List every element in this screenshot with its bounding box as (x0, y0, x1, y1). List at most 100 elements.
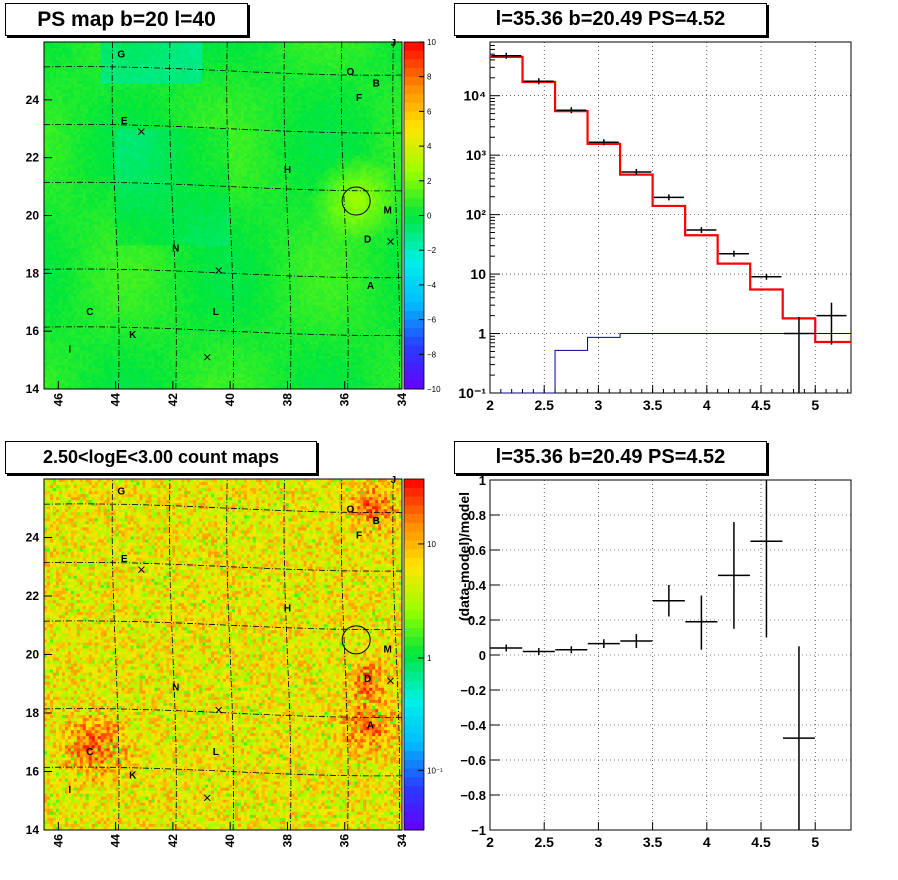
x-tick-label: 3 (595, 397, 603, 413)
y-tick-label: −0.6 (460, 753, 486, 768)
y-tick-label: 22 (26, 151, 40, 165)
x-tick-label: 46 (51, 834, 65, 848)
x-tick-label: 40 (223, 393, 237, 407)
y-tick-label: 1 (478, 326, 486, 342)
source-label: D (364, 235, 371, 246)
y-tick-label: 22 (26, 589, 40, 603)
residual-ylabel: (data-model)/model (456, 492, 472, 621)
colorbar-tick-label: 0 (427, 212, 432, 221)
y-tick-label: 10² (466, 207, 487, 223)
x-tick-label: 2 (486, 834, 494, 850)
ps-map-pixels (44, 42, 402, 389)
source-label: G (117, 487, 125, 498)
colorbar-tick-label: −2 (427, 246, 437, 255)
x-tick-label: 42 (166, 393, 180, 407)
x-tick-label: 40 (223, 834, 237, 848)
y-tick-label: 20 (26, 648, 40, 662)
colorbar-tick-label: 10 (427, 540, 436, 549)
colorbar-tick-label: 8 (427, 73, 432, 82)
source-label: H (284, 604, 291, 615)
y-tick-label: 18 (26, 266, 40, 280)
spectrum-title: l=35.36 b=20.49 PS=4.52 (454, 3, 767, 36)
y-tick-label: 10⁻¹ (458, 385, 486, 401)
y-tick-label: −0.8 (460, 788, 486, 803)
count-map-title: 2.50<logE<3.00 count maps (5, 441, 317, 474)
source-label: O (347, 67, 355, 78)
source-label: F (356, 531, 362, 542)
y-tick-label: 16 (26, 765, 40, 779)
colorbar-tick-label: −4 (427, 281, 437, 290)
source-label: I (68, 785, 71, 796)
colorbar-tick-label: 2 (427, 177, 432, 186)
x-tick-label: 38 (280, 834, 294, 848)
x-tick-label: 36 (338, 393, 352, 407)
x-tick-label: 44 (109, 393, 123, 407)
source-label: E (121, 116, 128, 127)
y-tick-label: −0.2 (460, 683, 486, 698)
colorbar-tick-label: −8 (427, 350, 437, 359)
x-tick-label: 4.5 (751, 834, 771, 850)
x-tick-label: 36 (338, 834, 352, 848)
source-label: A (367, 281, 374, 292)
source-label: D (364, 674, 371, 685)
source-label: B (373, 78, 380, 89)
source-label: M (384, 645, 392, 656)
count-map-pixels (44, 479, 402, 830)
x-tick-label: 2.5 (534, 397, 554, 413)
x-tick-label: 46 (51, 393, 65, 407)
y-tick-label: −1 (471, 823, 486, 838)
ps-map-title: PS map b=20 l=40 (5, 3, 248, 36)
model-series-0 (490, 57, 851, 342)
colorbar-tick-label: 4 (427, 142, 432, 151)
y-tick-label: 24 (26, 93, 40, 107)
colorbar (404, 479, 424, 831)
x-tick-label: 5 (811, 834, 819, 850)
source-label: G (117, 50, 125, 61)
x-tick-label: 34 (395, 834, 409, 848)
source-label: J (391, 475, 397, 486)
x-tick-label: 4.5 (751, 397, 771, 413)
colorbar-tick-label: −6 (427, 316, 437, 325)
source-label: L (213, 747, 219, 758)
y-tick-label: 20 (26, 209, 40, 223)
source-label: O (347, 504, 355, 515)
residual-title: l=35.36 b=20.49 PS=4.52 (454, 441, 767, 474)
x-tick-label: 3 (595, 834, 603, 850)
y-tick-label: 14 (26, 823, 40, 837)
x-tick-label: 3.5 (643, 397, 663, 413)
y-tick-label: 14 (26, 382, 40, 396)
colorbar-tick-label: 10⁻¹ (427, 766, 443, 775)
y-tick-label: 24 (26, 531, 40, 545)
x-tick-label: 44 (109, 834, 123, 848)
colorbar-tick-label: 1 (427, 654, 432, 663)
y-tick-label: 10 (470, 266, 486, 282)
x-tick-label: 3.5 (643, 834, 663, 850)
x-tick-label: 2.5 (534, 834, 554, 850)
x-tick-label: 4 (703, 397, 711, 413)
source-label: I (68, 345, 71, 356)
y-tick-label: 18 (26, 706, 40, 720)
source-label: N (172, 683, 179, 694)
colorbar-tick-label: 10 (427, 38, 436, 47)
x-tick-label: 34 (395, 393, 409, 407)
source-label: H (284, 165, 291, 176)
source-label: N (172, 243, 179, 254)
source-label: L (213, 307, 219, 318)
source-label: E (121, 554, 128, 565)
source-label: K (129, 770, 137, 781)
x-tick-label: 38 (280, 393, 294, 407)
y-tick-label: 16 (26, 324, 40, 338)
source-label: M (384, 206, 392, 217)
source-label: K (129, 330, 137, 341)
source-label: J (391, 38, 397, 49)
colorbar-tick-label: −10 (427, 385, 441, 394)
y-tick-label: 10³ (466, 147, 487, 163)
source-label: A (367, 721, 374, 732)
